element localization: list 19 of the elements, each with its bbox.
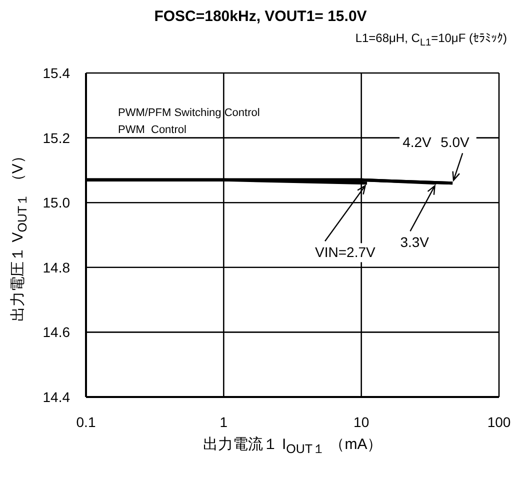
x-tick-label: 100 xyxy=(487,414,511,430)
annotation: PWM Control xyxy=(118,124,186,136)
y-tick-label: 14.4 xyxy=(42,388,70,405)
chart-title: FOSC=180kHz, VOUT1= 15.0V xyxy=(154,8,367,25)
y-tick-label: 14.6 xyxy=(42,324,70,340)
text: 4.2V xyxy=(402,134,432,150)
text: VIN=2.7V xyxy=(315,244,376,260)
annotation: PWM/PFM Switching Control xyxy=(118,107,260,119)
x-tick-label: 0.1 xyxy=(76,414,96,430)
x-tick-label: 10 xyxy=(354,414,370,430)
y-tick-label: 15.4 xyxy=(42,64,70,81)
x-axis-title: 出力電流１ I$_{OUT１}$ （mA） xyxy=(202,436,382,456)
y-tick-label: 15.0 xyxy=(42,194,70,211)
y-tick-label: 14.8 xyxy=(42,259,70,276)
x-tick-label: 1 xyxy=(220,414,228,430)
text: 5.0V xyxy=(440,134,470,150)
chart-subtitle: L1=68μH, C$_{L1}$=10μF (ｾﾗﾐｯｸ) xyxy=(355,31,507,48)
text: 3.3V xyxy=(400,234,430,250)
y-tick-label: 15.2 xyxy=(42,130,70,146)
